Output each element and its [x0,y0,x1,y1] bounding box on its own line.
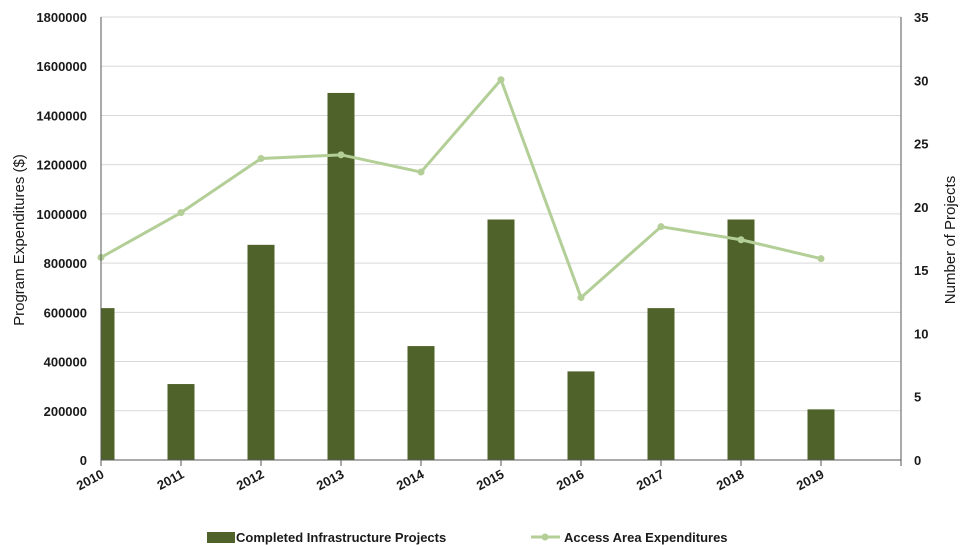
bar [407,346,435,460]
line-point [577,294,585,302]
y-tick-label: 600000 [44,305,87,320]
x-tick-label: 2013 [314,466,347,493]
bar [727,219,755,460]
x-tick-label: 2019 [794,466,827,493]
y2-tick-label: 20 [914,200,928,215]
legend-bar-swatch [207,532,235,543]
y2-tick-label: 30 [914,73,928,88]
bar [487,219,515,460]
line-point [817,255,825,263]
bar [807,409,835,460]
series-line [100,78,822,300]
x-axis-ticks: 2010 2011 2012 2013 2014 2015 2016 2017 2018 2019 [74,460,902,493]
legend: Completed Infrastructure Projects Access… [207,530,728,545]
y2-tick-label: 35 [914,10,928,25]
right-axis-ticks: 0 5 10 15 20 25 30 35 [914,10,928,468]
x-tick-label: 2016 [554,466,587,493]
y-axis-title: Program Expenditures ($) [11,154,28,326]
bar-series [101,92,835,460]
y-tick-label: 1200000 [36,158,87,173]
y-tick-label: 0 [80,453,87,468]
bar [167,384,195,460]
x-tick-label: 2014 [394,466,427,493]
y2-tick-label: 0 [914,453,921,468]
y-tick-label: 200000 [44,404,87,419]
y2-axis-title: Number of Projects [942,176,959,304]
y-tick-label: 1600000 [36,59,87,74]
y-tick-label: 400000 [44,355,87,370]
bar [327,92,355,460]
legend-line-marker [541,533,549,541]
y2-tick-label: 25 [914,137,928,152]
x-tick-label: 2012 [234,466,267,493]
line-point [177,209,185,217]
x-tick-label: 2010 [74,466,107,493]
line-point [257,155,265,163]
bar [247,244,275,460]
line-point [417,168,425,176]
y2-tick-label: 15 [914,263,928,278]
x-tick-label: 2017 [634,466,667,493]
y2-tick-label: 5 [914,390,921,405]
gridlines [101,16,901,412]
x-tick-label: 2011 [154,466,186,492]
x-tick-label: 2018 [714,466,747,493]
y2-tick-label: 10 [914,326,928,341]
line-point [657,223,665,231]
line-point [497,76,505,84]
y-tick-label: 1800000 [36,10,87,25]
line-point [337,151,345,159]
bar [567,371,595,460]
x-tick-label: 2015 [474,466,507,493]
bar [101,308,115,460]
y-tick-label: 1000000 [36,207,87,222]
legend-bar-label: Completed Infrastructure Projects [236,530,446,545]
left-axis-ticks: 0 200000 400000 600000 800000 1000000 1200000 1… [36,10,87,468]
bar [647,308,675,460]
line-series [97,76,825,302]
y-tick-label: 800000 [44,256,87,271]
line-point [737,236,745,244]
legend-line-label: Access Area Expenditures [564,530,728,545]
y-tick-label: 1400000 [36,108,87,123]
